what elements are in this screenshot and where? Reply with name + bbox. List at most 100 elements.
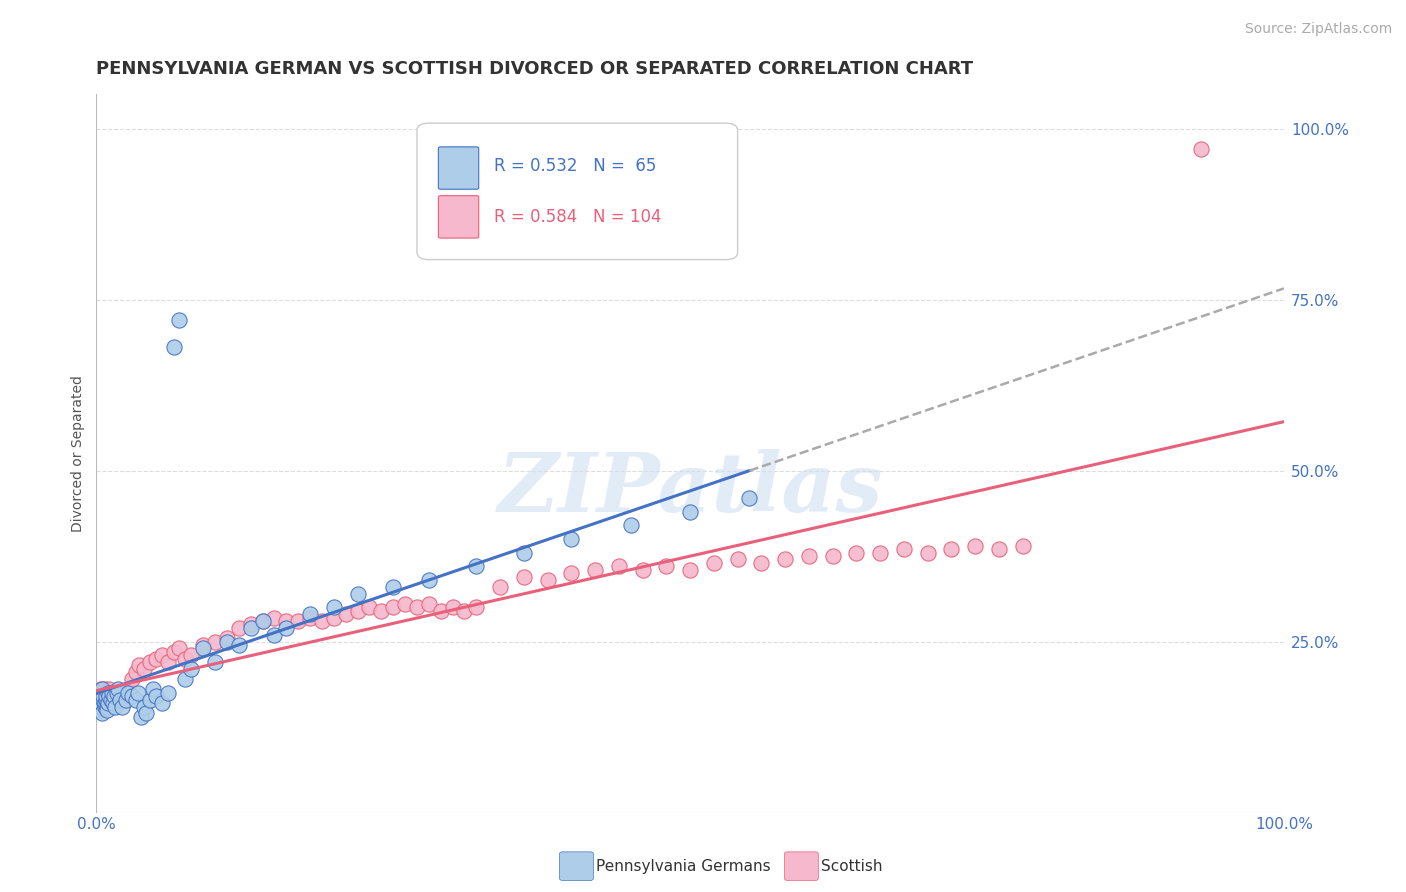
FancyBboxPatch shape (439, 195, 478, 238)
Point (145, 651, 167, 665)
Point (679, 563, 702, 577)
Point (94, 686, 117, 700)
Point (103, 690, 125, 704)
Point (96, 699, 118, 714)
Point (97, 696, 120, 710)
Point (93, 699, 115, 714)
Point (101, 696, 124, 710)
Point (465, 600, 488, 615)
Point (97, 686, 120, 700)
FancyBboxPatch shape (439, 147, 478, 189)
Point (132, 699, 155, 714)
Point (132, 662, 155, 676)
Point (100, 692, 122, 706)
Point (215, 634, 238, 648)
Point (91, 692, 114, 706)
Point (174, 651, 197, 665)
Y-axis label: Divorced or Separated: Divorced or Separated (72, 375, 86, 532)
Point (156, 686, 179, 700)
Point (86, 692, 108, 706)
Point (394, 597, 416, 611)
Point (103, 686, 125, 700)
Point (105, 686, 128, 700)
Point (107, 682, 129, 697)
Point (93, 696, 115, 710)
Point (93, 692, 115, 706)
Point (869, 546, 891, 560)
Point (287, 614, 309, 628)
Point (142, 682, 165, 697)
Point (917, 546, 939, 560)
Point (93, 692, 115, 706)
Point (135, 706, 157, 721)
Point (89, 699, 111, 714)
Point (91, 690, 114, 704)
Point (100, 686, 122, 700)
Point (128, 658, 150, 673)
Point (299, 610, 322, 624)
Point (86, 699, 108, 714)
Point (108, 690, 131, 704)
Point (751, 556, 773, 570)
Point (97, 692, 120, 706)
Point (94, 692, 117, 706)
Point (91, 706, 114, 721)
Point (276, 614, 298, 628)
Point (239, 617, 262, 632)
Point (94, 692, 117, 706)
Point (101, 686, 124, 700)
Point (101, 690, 124, 704)
Text: R = 0.584   N = 104: R = 0.584 N = 104 (494, 208, 662, 226)
Point (180, 648, 202, 663)
Point (987, 542, 1010, 557)
Point (346, 604, 368, 618)
Point (382, 600, 405, 615)
Point (620, 518, 643, 533)
Point (370, 604, 392, 618)
Point (263, 610, 285, 624)
Point (346, 587, 368, 601)
Point (139, 692, 162, 706)
Point (145, 690, 167, 704)
Point (93, 686, 115, 700)
Point (193, 641, 215, 656)
Point (311, 614, 333, 628)
Point (156, 655, 179, 669)
Text: Pennsylvania Germans: Pennsylvania Germans (596, 859, 770, 873)
Point (87, 696, 110, 710)
Point (96, 703, 118, 717)
Point (111, 699, 134, 714)
Point (98, 690, 121, 704)
Point (86, 699, 108, 714)
Text: ZIPatlas: ZIPatlas (498, 450, 883, 529)
Point (276, 621, 298, 635)
Point (93, 696, 115, 710)
Point (90, 686, 112, 700)
Point (89, 690, 111, 704)
Point (150, 696, 173, 710)
Point (89, 703, 111, 717)
Point (87, 690, 110, 704)
Point (513, 546, 536, 560)
Point (418, 573, 440, 587)
Point (252, 614, 274, 628)
Point (117, 682, 139, 697)
Point (489, 580, 512, 594)
Point (91, 699, 114, 714)
Point (1189, 142, 1212, 156)
Point (239, 621, 262, 635)
Point (429, 604, 451, 618)
Point (105, 692, 128, 706)
Point (91, 682, 114, 697)
Point (252, 614, 274, 628)
Point (631, 563, 654, 577)
Point (418, 597, 440, 611)
Point (121, 690, 143, 704)
Point (536, 573, 558, 587)
Point (97, 686, 120, 700)
Point (93, 690, 115, 704)
Point (87, 686, 110, 700)
Point (322, 600, 344, 615)
Point (560, 566, 582, 581)
Point (108, 692, 131, 706)
